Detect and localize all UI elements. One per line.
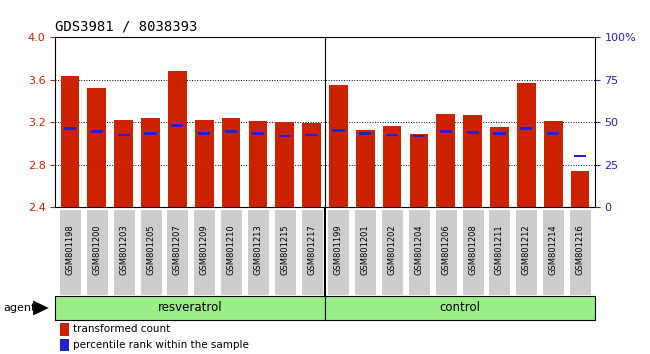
Bar: [488, 209, 510, 295]
Bar: [359, 132, 371, 135]
Bar: [328, 209, 350, 295]
Text: GSM801208: GSM801208: [468, 224, 477, 275]
Bar: [171, 124, 183, 127]
Text: control: control: [439, 302, 480, 314]
Bar: [220, 209, 242, 295]
Bar: [144, 132, 157, 135]
Bar: [574, 155, 586, 158]
Bar: [60, 323, 70, 336]
Bar: [410, 134, 428, 207]
Text: GSM801205: GSM801205: [146, 224, 155, 275]
Text: GSM801204: GSM801204: [415, 224, 423, 275]
Bar: [300, 209, 322, 295]
Bar: [168, 71, 187, 207]
Bar: [193, 209, 215, 295]
Text: percentile rank within the sample: percentile rank within the sample: [73, 340, 249, 350]
Bar: [59, 209, 81, 295]
Bar: [408, 209, 430, 295]
Bar: [222, 118, 240, 207]
Text: GSM801216: GSM801216: [575, 224, 584, 275]
Bar: [435, 209, 457, 295]
Bar: [413, 135, 425, 137]
Bar: [60, 76, 79, 207]
Bar: [195, 120, 214, 207]
Bar: [439, 130, 452, 133]
Bar: [517, 83, 536, 207]
Bar: [247, 209, 269, 295]
Bar: [118, 133, 130, 136]
Bar: [198, 132, 211, 135]
Text: agent: agent: [3, 303, 36, 313]
Text: GSM801203: GSM801203: [119, 224, 128, 275]
Text: GSM801214: GSM801214: [549, 224, 558, 275]
Text: GSM801207: GSM801207: [173, 224, 182, 275]
Text: GSM801217: GSM801217: [307, 224, 316, 275]
Bar: [569, 209, 591, 295]
Text: transformed count: transformed count: [73, 324, 170, 334]
Bar: [248, 121, 267, 207]
Bar: [547, 132, 559, 135]
Bar: [356, 130, 374, 207]
Bar: [571, 171, 590, 207]
Bar: [354, 209, 376, 295]
Text: GDS3981 / 8038393: GDS3981 / 8038393: [55, 19, 198, 34]
Bar: [544, 121, 562, 207]
Text: GSM801215: GSM801215: [280, 224, 289, 275]
Bar: [386, 133, 398, 136]
Bar: [462, 209, 484, 295]
Bar: [329, 85, 348, 207]
Bar: [88, 88, 106, 207]
Bar: [252, 132, 264, 135]
Bar: [86, 209, 108, 295]
Text: resveratrol: resveratrol: [158, 302, 222, 314]
Bar: [490, 127, 509, 207]
Bar: [325, 296, 595, 320]
Text: GSM801210: GSM801210: [227, 224, 235, 275]
Text: GSM801209: GSM801209: [200, 224, 209, 275]
Text: GSM801202: GSM801202: [387, 224, 396, 275]
Bar: [279, 135, 291, 137]
Bar: [383, 126, 402, 207]
Text: GSM801201: GSM801201: [361, 224, 370, 275]
Text: GSM801198: GSM801198: [66, 224, 75, 275]
Bar: [302, 123, 321, 207]
Bar: [140, 209, 162, 295]
Bar: [520, 127, 532, 130]
Polygon shape: [33, 301, 49, 315]
Bar: [166, 209, 188, 295]
Bar: [467, 131, 479, 134]
Bar: [276, 122, 294, 207]
Bar: [542, 209, 564, 295]
Bar: [436, 114, 455, 207]
Bar: [274, 209, 296, 295]
Text: GSM801213: GSM801213: [254, 224, 263, 275]
Bar: [141, 118, 160, 207]
Bar: [60, 338, 70, 351]
Bar: [55, 296, 325, 320]
Bar: [91, 130, 103, 133]
Bar: [381, 209, 403, 295]
Bar: [493, 132, 506, 135]
Text: GSM801199: GSM801199: [334, 224, 343, 275]
Text: GSM801200: GSM801200: [92, 224, 101, 275]
Bar: [332, 129, 345, 132]
Bar: [64, 127, 76, 130]
Bar: [306, 133, 318, 136]
Text: GSM801211: GSM801211: [495, 224, 504, 275]
Text: GSM801212: GSM801212: [522, 224, 531, 275]
Bar: [463, 115, 482, 207]
Bar: [114, 120, 133, 207]
Bar: [515, 209, 538, 295]
Bar: [112, 209, 135, 295]
Text: GSM801206: GSM801206: [441, 224, 450, 275]
Bar: [225, 130, 237, 133]
